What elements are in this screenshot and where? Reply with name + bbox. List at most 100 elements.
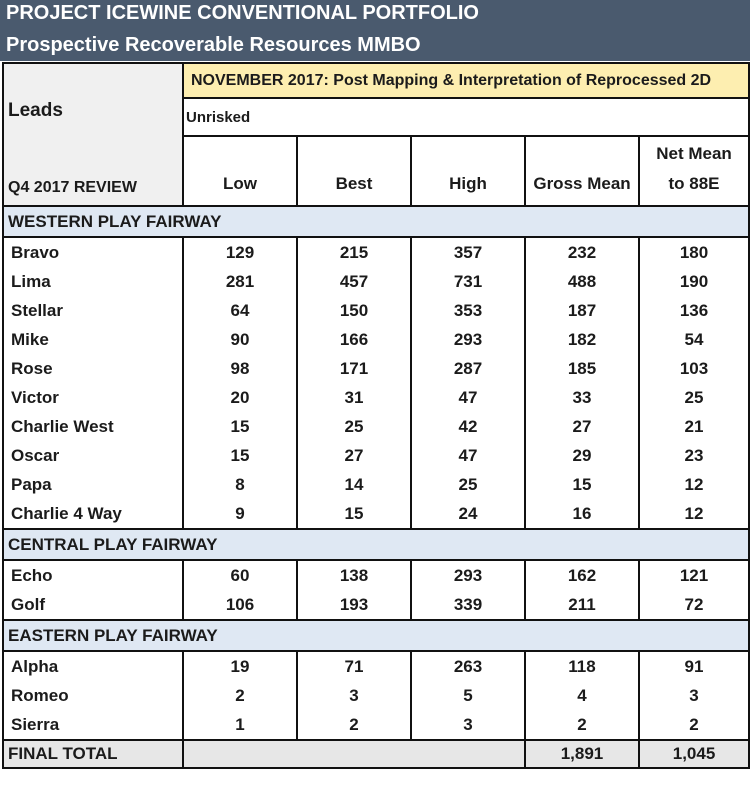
value-net: 103 [637, 354, 750, 383]
value-low: 15 [182, 441, 298, 470]
value-gross: 185 [524, 354, 640, 383]
title-banner: PROJECT ICEWINE CONVENTIONAL PORTFOLIO P… [0, 0, 750, 61]
lead-name: Oscar [2, 441, 184, 470]
lead-name: Romeo [2, 681, 184, 710]
value-best: 15 [296, 499, 412, 530]
value-best: 27 [296, 441, 412, 470]
portfolio-title: PROJECT ICEWINE CONVENTIONAL PORTFOLIO [6, 2, 479, 24]
column-header-high: High [410, 135, 526, 207]
value-gross: 182 [524, 325, 640, 354]
value-high: 47 [410, 441, 526, 470]
lead-name: Charlie 4 Way [2, 499, 184, 530]
value-best: 215 [296, 237, 412, 267]
value-best: 193 [296, 590, 412, 621]
total-label: FINAL TOTAL [2, 739, 184, 769]
net-mean-line2: to 88E [668, 174, 720, 193]
value-high: 353 [410, 296, 526, 325]
table-row: Lima 281 457 731 488 190 [2, 267, 750, 296]
value-net: 12 [637, 470, 750, 499]
value-low: 8 [182, 470, 298, 499]
value-gross: 232 [524, 237, 640, 267]
lead-name: Sierra [2, 710, 184, 741]
value-net: 23 [637, 441, 750, 470]
value-net: 3 [637, 681, 750, 710]
value-net: 136 [637, 296, 750, 325]
value-gross: 118 [524, 651, 640, 681]
value-best: 25 [296, 412, 412, 441]
value-best: 457 [296, 267, 412, 296]
value-low: 129 [182, 237, 298, 267]
section-header: CENTRAL PLAY FAIRWAY [1, 528, 750, 561]
value-low: 15 [182, 412, 298, 441]
value-gross: 29 [524, 441, 640, 470]
table-row: Rose 98 171 287 185 103 [2, 354, 750, 383]
value-best: 166 [296, 325, 412, 354]
table-row: Golf 106 193 339 211 72 [2, 590, 750, 621]
value-gross: 27 [524, 412, 640, 441]
value-low: 19 [182, 651, 298, 681]
column-header-best: Best [296, 135, 412, 207]
value-high: 263 [410, 651, 526, 681]
section-header: EASTERN PLAY FAIRWAY [1, 619, 750, 652]
value-gross: 33 [524, 383, 640, 412]
lead-name: Stellar [2, 296, 184, 325]
value-best: 171 [296, 354, 412, 383]
value-net: 2 [637, 710, 750, 741]
table-row: Victor 20 31 47 33 25 [2, 383, 750, 412]
value-net: 190 [637, 267, 750, 296]
lead-name: Mike [2, 325, 184, 354]
value-high: 24 [410, 499, 526, 530]
value-low: 60 [182, 560, 298, 590]
value-net: 121 [637, 560, 750, 590]
value-low: 90 [182, 325, 298, 354]
value-gross: 211 [524, 590, 640, 621]
table-row: Stellar 64 150 353 187 136 [2, 296, 750, 325]
value-high: 42 [410, 412, 526, 441]
period-header: NOVEMBER 2017: Post Mapping & Interpreta… [181, 62, 750, 99]
value-high: 287 [410, 354, 526, 383]
value-high: 339 [410, 590, 526, 621]
table-row: Mike 90 166 293 182 54 [2, 325, 750, 354]
column-header-gross-mean: Gross Mean [524, 135, 640, 207]
value-net: 180 [637, 237, 750, 267]
value-high: 47 [410, 383, 526, 412]
value-best: 2 [296, 710, 412, 741]
value-high: 731 [410, 267, 526, 296]
value-low: 20 [182, 383, 298, 412]
value-low: 281 [182, 267, 298, 296]
net-mean-line1: Net Mean [656, 144, 732, 163]
table-row: Charlie 4 Way 9 15 24 16 12 [2, 499, 750, 530]
table-row: Alpha 19 71 263 118 91 [2, 651, 750, 681]
value-net: 21 [637, 412, 750, 441]
leads-header: Leads [2, 62, 184, 136]
value-gross: 162 [524, 560, 640, 590]
total-gross-mean: 1,891 [524, 739, 640, 769]
lead-name: Bravo [2, 237, 184, 267]
value-high: 5 [410, 681, 526, 710]
value-low: 98 [182, 354, 298, 383]
total-row: FINAL TOTAL 1,891 1,045 [2, 739, 750, 769]
value-low: 1 [182, 710, 298, 741]
lead-name: Rose [2, 354, 184, 383]
value-best: 3 [296, 681, 412, 710]
total-blank-cell [183, 739, 526, 769]
value-high: 25 [410, 470, 526, 499]
lead-name: Golf [2, 590, 184, 621]
review-header: Q4 2017 REVIEW [2, 136, 184, 207]
value-gross: 4 [524, 681, 640, 710]
value-gross: 2 [524, 710, 640, 741]
value-low: 64 [182, 296, 298, 325]
table-row: Sierra 1 2 3 2 2 [2, 710, 750, 741]
lead-name: Papa [2, 470, 184, 499]
lead-name: Lima [2, 267, 184, 296]
table-row: Charlie West 15 25 42 27 21 [2, 412, 750, 441]
value-net: 91 [637, 651, 750, 681]
value-best: 14 [296, 470, 412, 499]
risk-header: Unrisked [181, 97, 750, 136]
value-gross: 15 [524, 470, 640, 499]
total-net-mean: 1,045 [637, 739, 750, 769]
table-row: Papa 8 14 25 15 12 [2, 470, 750, 499]
column-header-low: Low [182, 135, 298, 207]
value-best: 31 [296, 383, 412, 412]
